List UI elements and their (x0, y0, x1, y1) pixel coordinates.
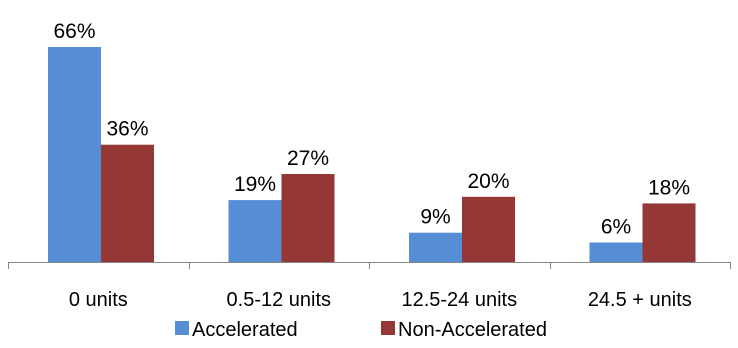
bar-accelerated-3 (589, 242, 643, 262)
x-tick-label: 0 units (69, 289, 128, 311)
data-labels-layer: 66% 36% 19% 27% 9% 20% 6% 18% (53, 20, 690, 239)
bar-non-accelerated-0 (101, 144, 154, 262)
data-label: 20% (467, 170, 509, 193)
x-tick-label: 0.5-12 units (227, 289, 332, 311)
bar-non-accelerated-2 (462, 196, 515, 262)
bar-non-accelerated-3 (642, 203, 696, 262)
bar-accelerated-0 (48, 47, 101, 262)
x-tick-label: 12.5-24 units (401, 289, 517, 311)
data-label: 19% (234, 173, 276, 196)
legend-label-0: Accelerated (192, 319, 298, 341)
data-label: 6% (601, 216, 631, 239)
legend: Accelerated Non-Accelerated (175, 319, 547, 341)
bar-non-accelerated-1 (281, 174, 335, 262)
x-tick-label: 24.5 + units (588, 289, 692, 311)
data-label: 66% (53, 20, 95, 43)
data-label: 36% (106, 118, 148, 141)
data-label: 9% (420, 206, 450, 229)
data-label: 27% (287, 147, 329, 170)
legend-swatch-0 (175, 321, 189, 335)
legend-swatch-1 (381, 321, 395, 335)
data-label: 18% (648, 176, 690, 199)
bar-accelerated-2 (409, 232, 462, 262)
bar-accelerated-1 (228, 200, 282, 262)
legend-label-1: Non-Accelerated (398, 319, 547, 341)
bars-layer (48, 47, 696, 262)
x-axis: 0 units 0.5-12 units 12.5-24 units 24.5 + u… (8, 262, 731, 311)
